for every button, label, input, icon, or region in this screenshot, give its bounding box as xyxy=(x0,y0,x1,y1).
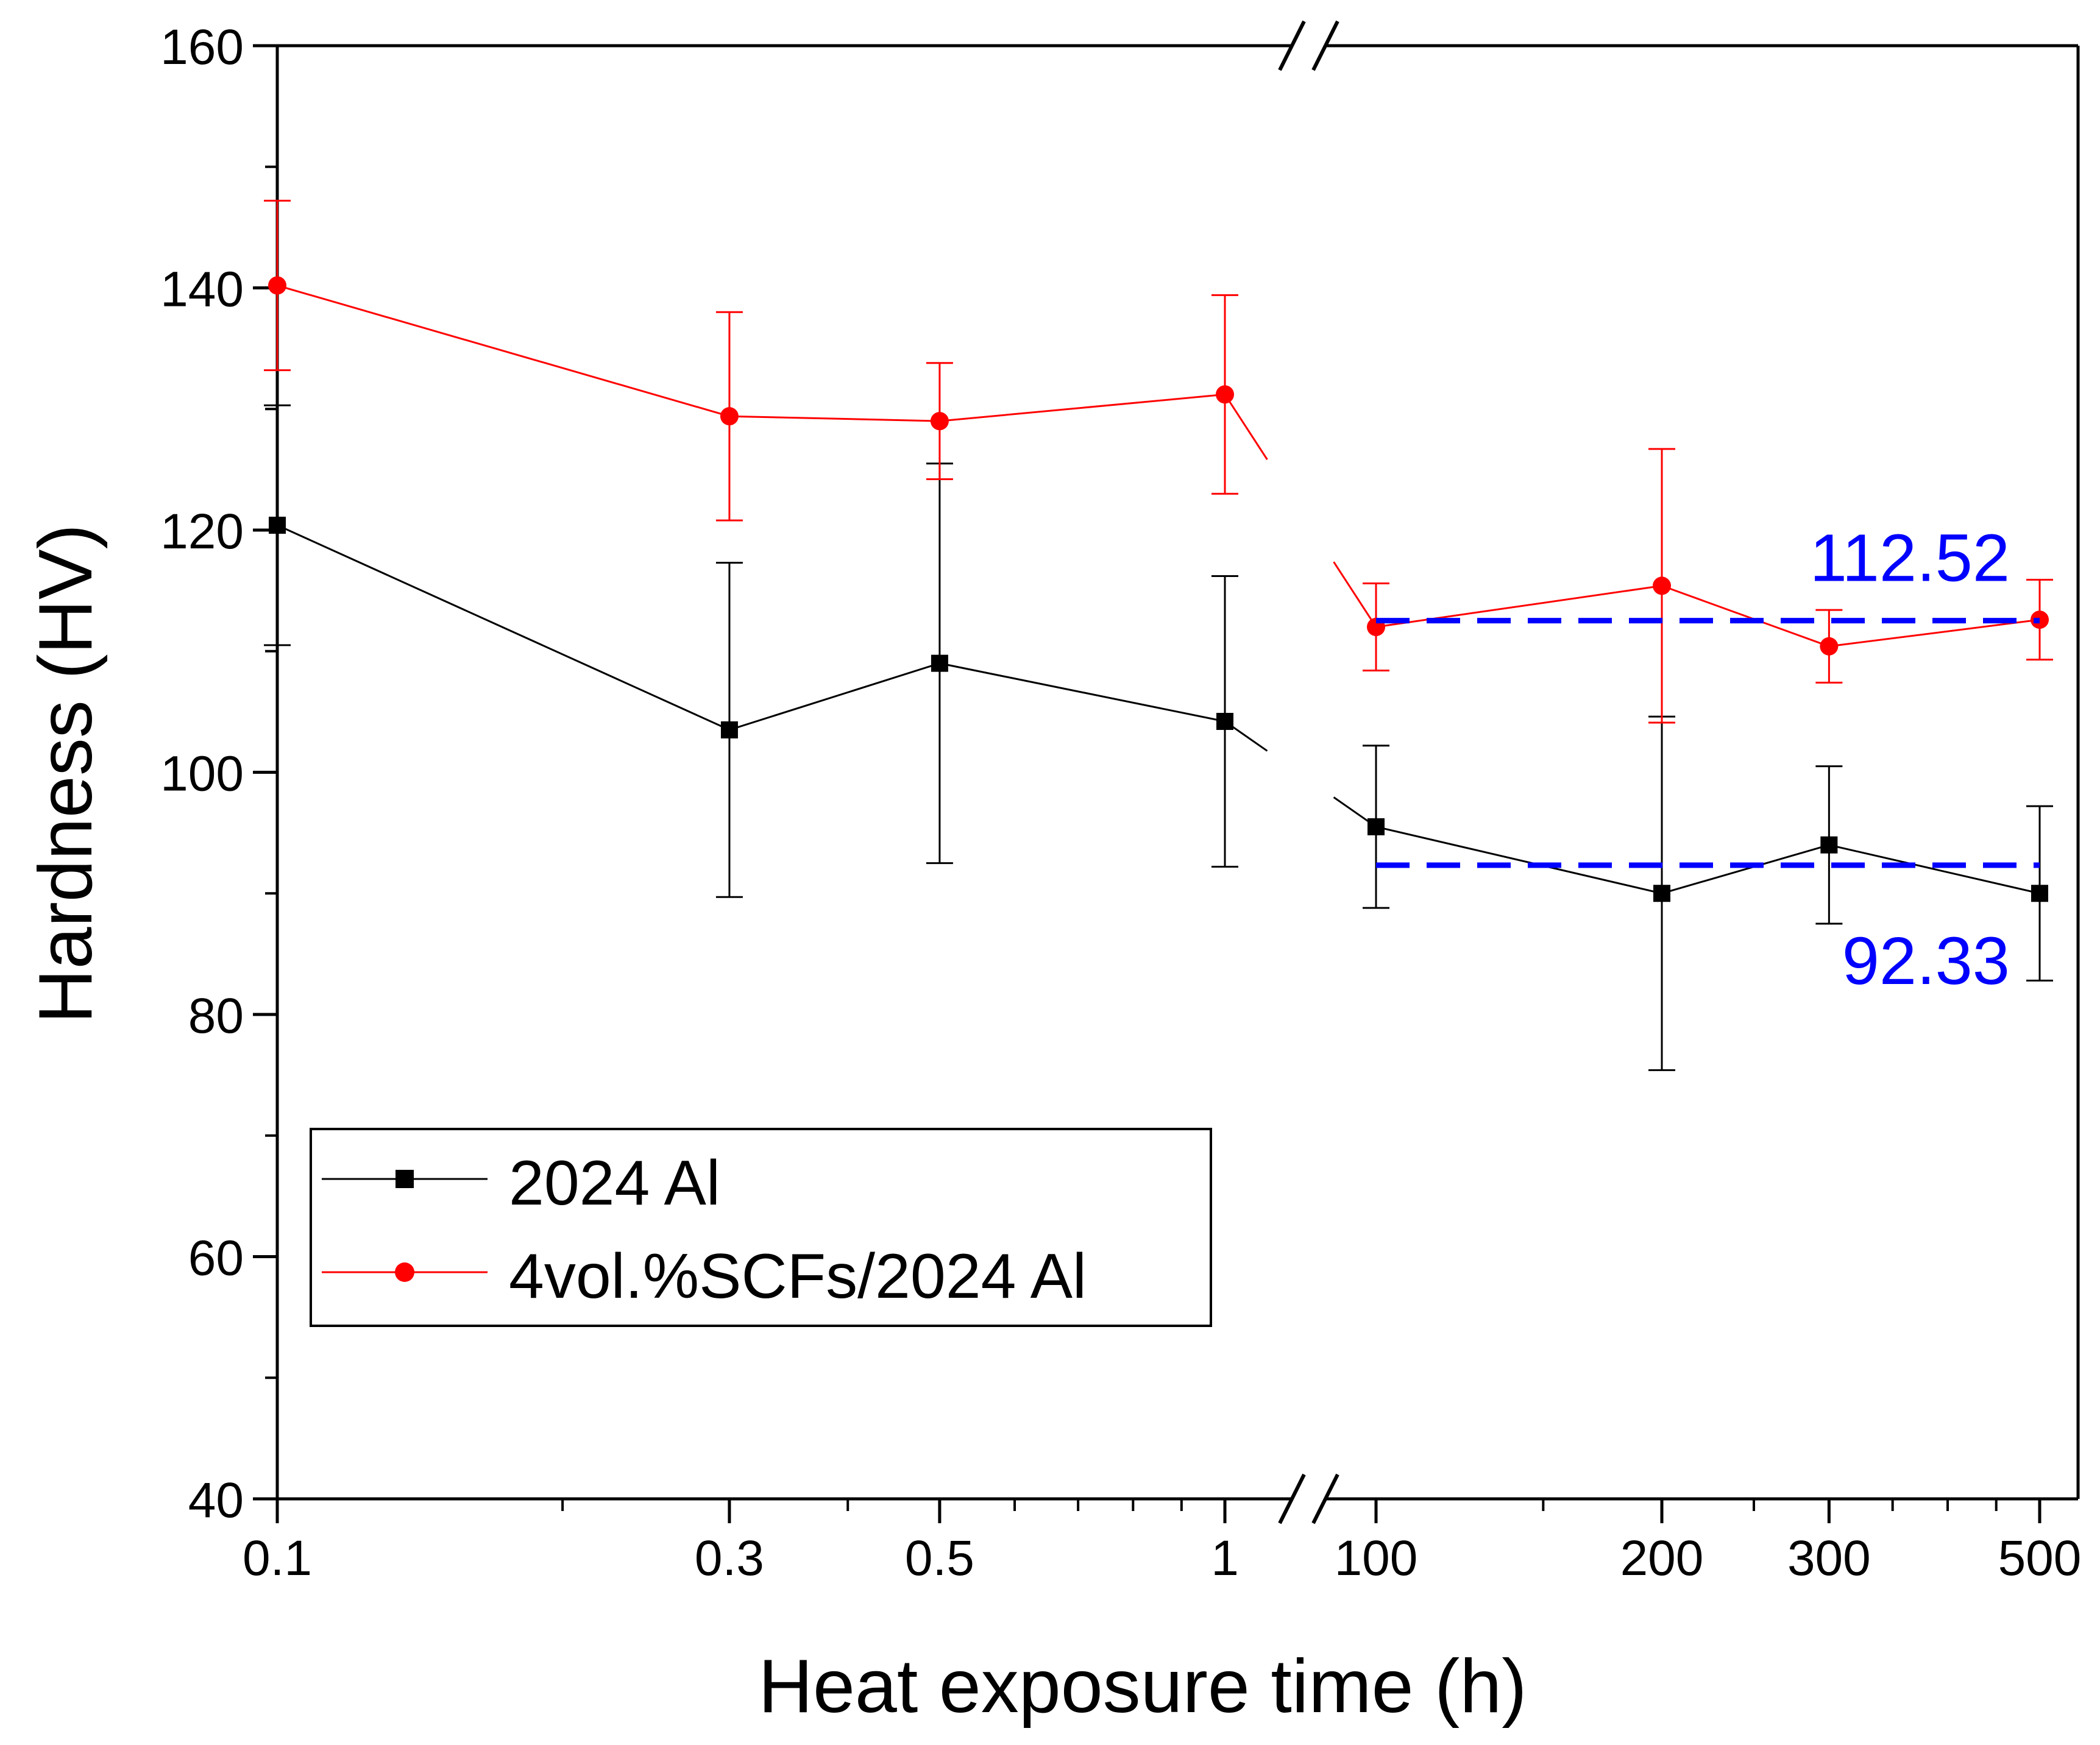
x-tick-label: 200 xyxy=(1620,1531,1704,1586)
reference-label-0: 112.52 xyxy=(1810,521,2010,596)
legend: 2024 Al 4vol.%SCFs/2024 Al xyxy=(310,1128,1212,1327)
axis-frame-layer xyxy=(253,20,2080,1524)
reference-layer: 112.52 92.33 xyxy=(1376,521,2040,999)
data-point-0-5 xyxy=(1653,885,1671,902)
y-tick-label: 40 xyxy=(188,1473,244,1528)
data-point-0-1 xyxy=(720,721,738,738)
data-point-1-6 xyxy=(1820,637,1839,656)
x-tick-label: 0.5 xyxy=(905,1531,974,1586)
x-axis-title: Heat exposure time (h) xyxy=(758,1644,1527,1729)
reference-label-1: 92.33 xyxy=(1842,924,2010,999)
axis-break-mark-bottom-2 xyxy=(1311,1473,1339,1524)
data-point-0-0 xyxy=(269,517,286,534)
y-tick-label: 80 xyxy=(188,988,244,1044)
x-tick-label: 100 xyxy=(1335,1531,1418,1586)
series-line-0-left xyxy=(277,524,1226,731)
y-tick-label: 160 xyxy=(160,19,244,75)
x-tick-label: 0.3 xyxy=(695,1531,764,1586)
data-point-0-4 xyxy=(1367,818,1385,835)
series-bridge-1-b xyxy=(1333,561,1377,628)
axis-break-mark-bottom-1 xyxy=(1278,1473,1306,1524)
data-point-0-3 xyxy=(1216,713,1233,731)
axis-break-mark-top-2 xyxy=(1311,20,1339,71)
data-point-1-3 xyxy=(1216,385,1234,404)
y-axis-title: Hardness (HV) xyxy=(24,524,108,1024)
series-bridge-1-a xyxy=(1224,394,1268,461)
data-point-0-7 xyxy=(2031,885,2048,902)
legend-label-scfs: 4vol.%SCFs/2024 Al xyxy=(509,1241,1087,1312)
legend-marker-2024-al xyxy=(396,1170,414,1188)
data-point-1-5 xyxy=(1653,576,1672,595)
y-tick-label: 60 xyxy=(188,1231,244,1286)
data-point-1-1 xyxy=(720,407,739,426)
series-line-0-right xyxy=(1375,826,2040,894)
x-tick-label: 1 xyxy=(1211,1531,1239,1586)
data-point-1-2 xyxy=(930,412,949,431)
x-tick-label: 300 xyxy=(1787,1531,1871,1586)
x-tick-label: 500 xyxy=(1998,1531,2082,1586)
data-point-1-0 xyxy=(268,276,286,295)
series-line-1-left xyxy=(277,285,1226,422)
y-tick-label: 140 xyxy=(160,262,244,317)
data-point-0-2 xyxy=(931,654,948,672)
y-tick-label: 120 xyxy=(160,504,244,559)
data-point-0-6 xyxy=(1820,836,1838,854)
series-line-1-right xyxy=(1375,584,2040,648)
axis-break-mark-top-1 xyxy=(1278,20,1306,71)
legend-label-2024-al: 2024 Al xyxy=(509,1148,720,1219)
y-tick-label: 100 xyxy=(160,746,244,802)
legend-box xyxy=(310,1128,1212,1327)
axes-text-layer: 40 60 80 100 120 140 160 0.1 0.3 0.5 1 100 200 300 500 xyxy=(160,19,2081,1586)
series-layer xyxy=(264,199,2053,1071)
legend-marker-scfs xyxy=(395,1262,414,1282)
x-tick-label: 0.1 xyxy=(243,1531,312,1586)
